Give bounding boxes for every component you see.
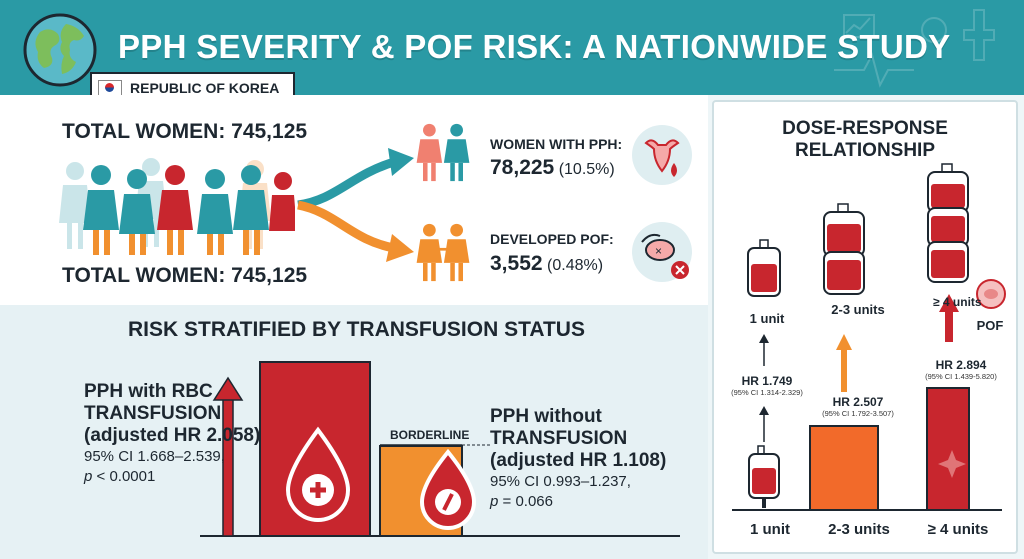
pof-ovary-icon (976, 279, 1006, 309)
total-women-bottom: TOTAL WOMEN: 745,125 (62, 264, 308, 287)
flow-arrows-icon (297, 148, 414, 262)
pph-women-icon (416, 123, 470, 182)
pof-women-icon (416, 223, 470, 282)
women-crowd-icon (59, 158, 295, 255)
without-pvalue: p = 0.066 (490, 492, 553, 510)
ovary-badge: × (632, 222, 692, 282)
pph-percent: (10.5%) (558, 161, 615, 178)
pph-count: 78,225 (490, 156, 555, 179)
with-line1: PPH with RBC (84, 381, 213, 402)
pof-value: 3,552 (0.48%) (490, 252, 603, 276)
stratified-heading: RISK STRATIFIED BY TRANSFUSION STATUS (128, 318, 585, 341)
without-line1: PPH without (490, 406, 602, 427)
bag-label-4-plus-units: ≥ 4 units (933, 295, 982, 309)
without-ci: 95% CI 0.993–1.237, (490, 473, 631, 491)
globe-icon (23, 13, 97, 87)
with-pvalue: p < 0.0001 (84, 467, 156, 485)
x-label-4-plus-units: ≥ 4 units (927, 521, 989, 538)
x-label-1-unit: 1 unit (750, 521, 790, 538)
bar-2-3-units (809, 425, 879, 511)
blood-bag-4-plus-units-icon (927, 163, 969, 283)
total-women-top: TOTAL WOMEN: 745,125 (62, 120, 308, 143)
pof-outcome-label: POF (976, 318, 1004, 333)
pof-percent: (0.48%) (547, 257, 604, 274)
dose-response-graphic (732, 163, 1006, 511)
bar-4-plus-units (926, 387, 970, 511)
hr-ci-2: (95% CI 1.792-3.507) (822, 409, 894, 418)
population-section (0, 95, 708, 305)
uterus-icon (644, 139, 680, 177)
dose-title-line1: DOSE-RESPONSE (782, 118, 948, 139)
hr-ci-1: (95% CI 1.314-2.329) (731, 388, 803, 397)
with-line2: TRANSFUSION (84, 403, 222, 425)
hr-value-2: HR 2.507 (832, 395, 884, 409)
hr-group-1: HR 1.749 (95% CI 1.314-2.329) (722, 374, 812, 397)
without-transfusion-text: PPH without TRANSFUSION (adjusted HR 1.1… (490, 406, 666, 511)
hr-ci-3: (95% CI 1.439-5.820) (925, 372, 997, 381)
dose-response-title: DOSE-RESPONSE RELATIONSHIP (712, 118, 1018, 163)
bag-label-1-unit: 1 unit (749, 311, 785, 326)
pof-label: DEVELOPED POF: (490, 231, 614, 247)
with-line3: (adjusted HR 2.058) (84, 425, 261, 447)
with-transfusion-text: PPH with RBC TRANSFUSION (adjusted HR 2.… (84, 381, 260, 486)
uterus-badge (632, 125, 692, 185)
korea-flag-icon (98, 79, 122, 97)
svg-text:×: × (655, 244, 662, 258)
blood-bag-2-3-units-icon (823, 203, 865, 295)
transfusion-bars (200, 361, 680, 537)
blood-bag-1-unit-icon (747, 239, 781, 297)
without-line2: TRANSFUSION (490, 428, 628, 450)
hr-group-2: HR 2.507 (95% CI 1.792-3.507) (808, 395, 908, 418)
hr-value-1: HR 1.749 (741, 374, 793, 388)
dose-title-line2: RELATIONSHIP (794, 140, 936, 162)
pof-count: 3,552 (490, 252, 543, 275)
page-title: PPH SEVERITY & POF RISK: A NATIONWIDE ST… (118, 28, 951, 65)
bag-label-2-3-units: 2-3 units (831, 302, 885, 317)
country-label: REPUBLIC OF KOREA (130, 80, 280, 96)
hr-group-3: HR 2.894 (95% CI 1.439-5.820) (912, 358, 1010, 381)
pph-label: WOMEN WITH PPH: (490, 136, 623, 152)
x-label-2-3-units: 2-3 units (828, 521, 890, 538)
ovary-icon: × (641, 233, 689, 279)
without-line3: (adjusted HR 1.108) (490, 450, 667, 472)
medical-pattern-icon (834, 9, 995, 88)
with-ci: 95% CI 1.668–2.539, (84, 448, 225, 466)
hr-value-3: HR 2.894 (935, 358, 987, 372)
pph-value: 78,225 (10.5%) (490, 156, 615, 180)
blood-bag-base-icon (748, 445, 780, 508)
borderline-tag: BORDERLINE (390, 428, 470, 442)
